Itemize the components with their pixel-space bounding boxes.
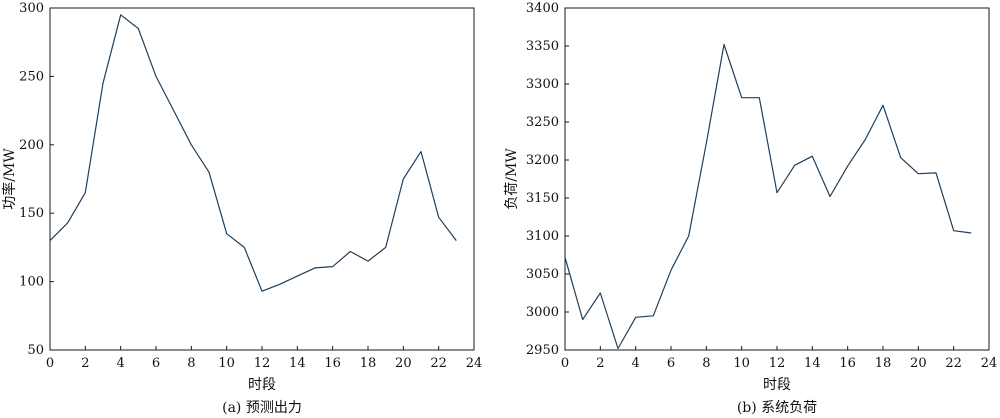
y-tick-label-a: 50 xyxy=(27,343,44,358)
plot-frame-b xyxy=(564,7,990,351)
x-tick-label-b: 0 xyxy=(561,356,569,371)
y-tick-label-b: 3150 xyxy=(526,191,559,206)
x-tick-label-a: 20 xyxy=(395,356,412,371)
plot-frame-a xyxy=(49,7,475,351)
y-axis-label-a: 功率/MW xyxy=(1,148,18,210)
y-tick-label-a: 300 xyxy=(19,1,44,16)
series-line-b xyxy=(564,43,972,350)
y-tick-label-b: 2950 xyxy=(526,343,559,358)
x-tick-label-a: 22 xyxy=(430,356,447,371)
x-axis-label-b: 时段 xyxy=(763,377,791,393)
x-tick-label-a: 2 xyxy=(81,356,89,371)
y-tick-label-a: 200 xyxy=(19,138,44,153)
x-tick-label-a: 12 xyxy=(254,356,271,371)
x-tick-label-b: 18 xyxy=(875,356,892,371)
x-tick-label-b: 24 xyxy=(981,356,998,371)
x-tick-label-a: 4 xyxy=(117,356,125,371)
x-axis-label-a: 时段 xyxy=(248,377,276,393)
x-tick-label-b: 14 xyxy=(804,356,821,371)
y-tick-label-b: 3200 xyxy=(526,153,559,168)
x-tick-label-b: 8 xyxy=(702,356,710,371)
chart-b: 0 2 4 6 8 10 12 14 16 18 20 22 242950300030503100315… xyxy=(504,1,997,416)
y-axis-label-b: 负荷/MW xyxy=(504,148,520,210)
y-tick-label-b: 3250 xyxy=(526,115,559,130)
y-tick-label-b: 3050 xyxy=(526,267,559,282)
x-tick-label-a: 0 xyxy=(46,356,54,371)
x-tick-label-b: 12 xyxy=(769,356,786,371)
y-tick-label-a: 100 xyxy=(19,275,44,290)
y-tick-label-a: 150 xyxy=(19,206,44,221)
y-tick-label-b: 3350 xyxy=(526,39,559,54)
x-tick-label-b: 6 xyxy=(667,356,675,371)
x-tick-label-a: 24 xyxy=(466,356,483,371)
y-tick-label-b: 3400 xyxy=(526,1,559,16)
x-tick-label-a: 6 xyxy=(152,356,160,371)
x-tick-label-b: 2 xyxy=(596,356,604,371)
x-tick-label-a: 16 xyxy=(324,356,341,371)
x-tick-label-b: 16 xyxy=(839,356,856,371)
caption-b: (b) 系统负荷 xyxy=(737,400,817,416)
y-tick-label-b: 3300 xyxy=(526,77,559,92)
x-tick-label-b: 22 xyxy=(945,356,962,371)
series-line-a xyxy=(49,14,457,292)
x-tick-label-a: 8 xyxy=(187,356,195,371)
x-tick-label-a: 18 xyxy=(360,356,377,371)
x-tick-label-a: 14 xyxy=(289,356,306,371)
y-tick-label-b: 3100 xyxy=(526,229,559,244)
x-tick-label-b: 10 xyxy=(733,356,750,371)
x-tick-label-b: 20 xyxy=(910,356,927,371)
x-tick-label-a: 10 xyxy=(218,356,235,371)
y-tick-label-b: 3000 xyxy=(526,305,559,320)
y-tick-label-a: 250 xyxy=(19,69,44,84)
x-tick-label-b: 4 xyxy=(632,356,640,371)
ticks-b: 0 2 4 6 8 10 12 14 16 18 20 22 242950300030503100315… xyxy=(526,1,997,371)
caption-a: (a) 预测出力 xyxy=(222,400,302,416)
